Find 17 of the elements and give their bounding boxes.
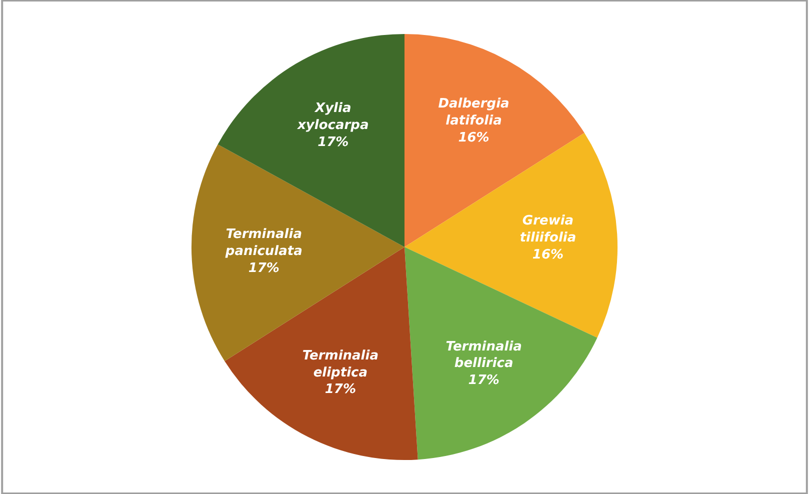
slice-label: Terminalia eliptica: [302, 348, 378, 380]
slice-label: Terminalia bellirica: [446, 339, 522, 372]
data-label: 16%: [532, 247, 564, 262]
pie-slice: [224, 247, 418, 460]
data-label: 17%: [318, 134, 349, 150]
pie-slice: [404, 132, 618, 338]
slice-label: Grewia tiliifolia: [520, 214, 576, 246]
slice-label: Dalbergia latifolia: [438, 96, 510, 129]
pie-slice: [404, 34, 584, 247]
data-label: 16%: [458, 130, 490, 146]
data-label: 17%: [468, 373, 500, 388]
data-label: 17%: [324, 382, 356, 398]
pie-slice: [218, 34, 404, 247]
slice-label: Xylia xylocarpa: [296, 101, 369, 133]
data-label: 17%: [248, 260, 280, 276]
slice-label: Terminalia paniculata: [224, 227, 302, 259]
pie-slice: [404, 247, 598, 460]
